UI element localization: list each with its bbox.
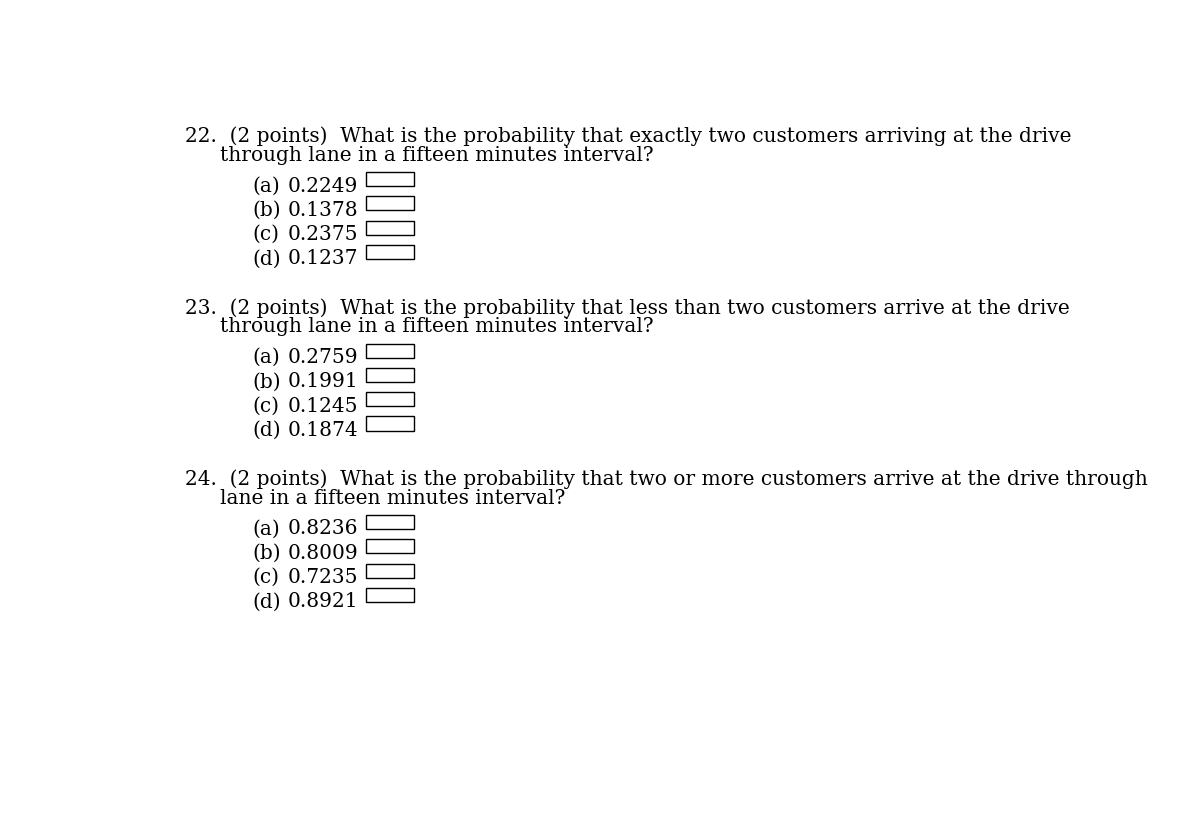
Text: (d): (d) bbox=[252, 249, 281, 268]
Text: 0.2375: 0.2375 bbox=[288, 225, 358, 244]
Text: 0.1378: 0.1378 bbox=[288, 201, 359, 220]
FancyBboxPatch shape bbox=[366, 416, 414, 430]
Text: 24.  (2 points)  What is the probability that two or more customers arrive at th: 24. (2 points) What is the probability t… bbox=[185, 470, 1148, 489]
FancyBboxPatch shape bbox=[366, 196, 414, 210]
Text: 0.1237: 0.1237 bbox=[288, 249, 358, 268]
Text: (d): (d) bbox=[252, 593, 281, 612]
FancyBboxPatch shape bbox=[366, 539, 414, 553]
Text: (b): (b) bbox=[252, 201, 281, 220]
Text: (a): (a) bbox=[252, 519, 280, 538]
Text: 0.1245: 0.1245 bbox=[288, 396, 358, 416]
Text: (b): (b) bbox=[252, 372, 281, 391]
Text: 0.7235: 0.7235 bbox=[288, 568, 358, 588]
Text: 23.  (2 points)  What is the probability that less than two customers arrive at : 23. (2 points) What is the probability t… bbox=[185, 298, 1070, 317]
Text: (c): (c) bbox=[252, 396, 280, 416]
Text: (b): (b) bbox=[252, 543, 281, 563]
FancyBboxPatch shape bbox=[366, 563, 414, 578]
Text: lane in a fifteen minutes interval?: lane in a fifteen minutes interval? bbox=[220, 489, 565, 508]
Text: 0.8921: 0.8921 bbox=[288, 593, 359, 612]
FancyBboxPatch shape bbox=[366, 588, 414, 602]
Text: 0.2249: 0.2249 bbox=[288, 176, 358, 195]
FancyBboxPatch shape bbox=[366, 515, 414, 529]
FancyBboxPatch shape bbox=[366, 221, 414, 234]
FancyBboxPatch shape bbox=[366, 172, 414, 186]
FancyBboxPatch shape bbox=[366, 343, 414, 357]
Text: (d): (d) bbox=[252, 421, 281, 440]
Text: 0.2759: 0.2759 bbox=[288, 348, 359, 367]
Text: 0.8009: 0.8009 bbox=[288, 543, 359, 563]
FancyBboxPatch shape bbox=[366, 245, 414, 259]
Text: (c): (c) bbox=[252, 568, 280, 588]
FancyBboxPatch shape bbox=[366, 368, 414, 382]
Text: (a): (a) bbox=[252, 176, 280, 195]
Text: 0.1991: 0.1991 bbox=[288, 372, 359, 391]
Text: 22.  (2 points)  What is the probability that exactly two customers arriving at : 22. (2 points) What is the probability t… bbox=[185, 126, 1072, 146]
Text: (a): (a) bbox=[252, 348, 280, 367]
Text: 0.1874: 0.1874 bbox=[288, 421, 359, 440]
Text: through lane in a fifteen minutes interval?: through lane in a fifteen minutes interv… bbox=[220, 317, 653, 337]
Text: through lane in a fifteen minutes interval?: through lane in a fifteen minutes interv… bbox=[220, 145, 653, 165]
Text: (c): (c) bbox=[252, 225, 280, 244]
Text: 0.8236: 0.8236 bbox=[288, 519, 358, 538]
FancyBboxPatch shape bbox=[366, 392, 414, 406]
